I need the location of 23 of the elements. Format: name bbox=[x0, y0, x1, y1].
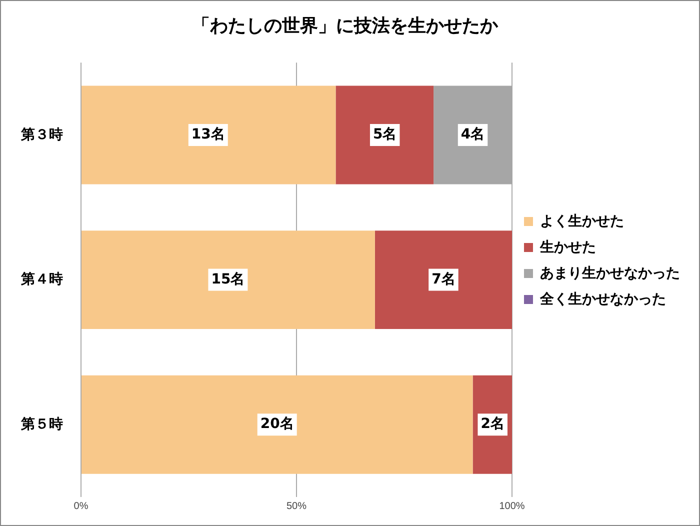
x-tick-label: 50% bbox=[286, 500, 307, 512]
y-tick-label: 第５時 bbox=[20, 415, 63, 432]
y-tick-label: 第４時 bbox=[20, 270, 63, 287]
legend-label: 全く生かせなかった bbox=[539, 290, 666, 306]
bar bbox=[336, 86, 434, 184]
annotation: 5名 bbox=[372, 126, 397, 143]
x-tick-label: 0% bbox=[74, 500, 88, 512]
bar bbox=[82, 375, 473, 474]
annotation: 15名 bbox=[211, 271, 245, 288]
annotation: 13名 bbox=[191, 126, 225, 143]
legend-label: あまり生かせなかった bbox=[540, 264, 680, 280]
chart-title: 「わたしの世界」に技法を生かせたか bbox=[192, 15, 499, 36]
bar bbox=[82, 86, 336, 184]
bar bbox=[82, 230, 375, 330]
legend-label: よく生かせた bbox=[540, 212, 624, 228]
annotation: 20名 bbox=[260, 416, 294, 432]
annotation: 2名 bbox=[480, 416, 504, 432]
annotation: 7名 bbox=[432, 271, 456, 288]
y-tick-label: 第３時 bbox=[20, 126, 63, 142]
annotation: 4名 bbox=[460, 126, 485, 143]
bar bbox=[374, 230, 512, 330]
x-tick-label: 100% bbox=[499, 500, 525, 512]
legend-label: 生かせた bbox=[539, 238, 596, 254]
